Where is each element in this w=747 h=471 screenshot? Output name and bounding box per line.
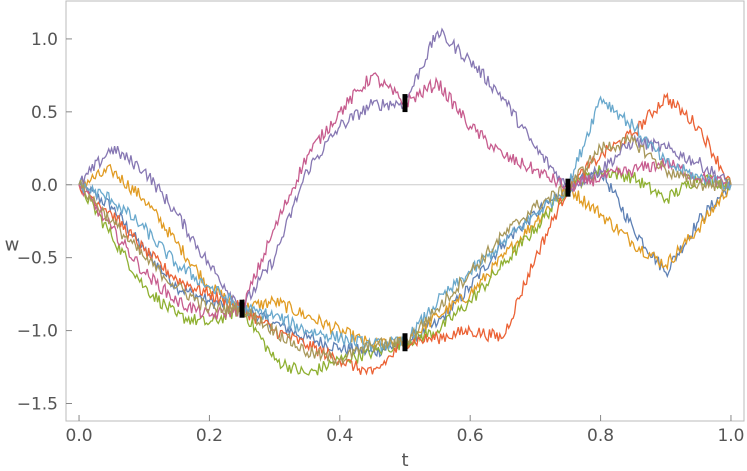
constraint-marker-1	[239, 299, 245, 318]
series-line-1	[78, 165, 732, 358]
plot-frame	[65, 0, 745, 422]
x-tick-label: 0.8	[587, 426, 614, 446]
x-tick-label: 0.6	[457, 426, 484, 446]
series-line-7	[78, 95, 732, 353]
series-line-2	[78, 163, 732, 351]
y-axis-label: w	[5, 234, 20, 255]
series-line-4	[78, 92, 732, 376]
x-axis-ticks: 0.0 0.2 0.4 0.6 0.8 1.0	[66, 415, 744, 446]
x-tick-label: 0.2	[196, 426, 223, 446]
x-axis-label: t	[401, 450, 408, 471]
y-tick-label: −1.5	[17, 395, 58, 415]
y-tick-label: −1.0	[17, 322, 58, 342]
series-layer	[78, 27, 732, 376]
y-tick-label: 1.0	[31, 30, 58, 50]
y-tick-label: 0.0	[31, 176, 58, 196]
y-tick-label: −0.5	[17, 249, 58, 269]
constraint-marker-layer	[239, 94, 571, 352]
y-axis-ticks: −1.5 −1.0 −0.5 0.0 0.5 1.0	[17, 30, 72, 415]
x-tick-label: 0.4	[326, 426, 353, 446]
constraint-marker-3	[402, 333, 408, 352]
x-tick-label: 0.0	[66, 426, 93, 446]
y-tick-label: 0.5	[31, 103, 58, 123]
constraint-marker-2	[402, 94, 408, 113]
constraint-marker-4	[565, 178, 571, 197]
x-tick-label: 1.0	[717, 426, 744, 446]
